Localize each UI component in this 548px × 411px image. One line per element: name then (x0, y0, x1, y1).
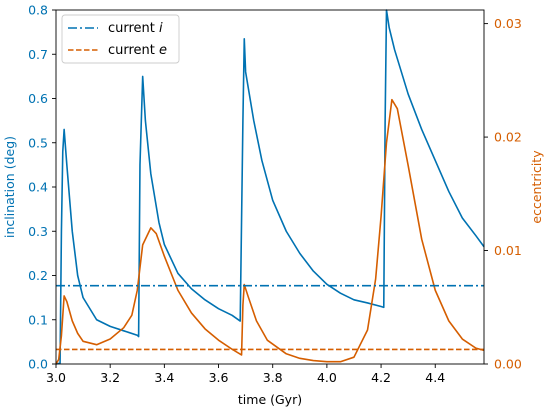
legend: current i current e (61, 14, 180, 64)
legend-box (61, 14, 180, 64)
left-y-tick-label: 0.4 (28, 180, 48, 195)
x-tick-label: 3.4 (154, 370, 174, 385)
series-inclination (55, 9, 485, 365)
legend-label-current-i-symbol: i (159, 21, 163, 36)
legend-label-current-i-text: current (108, 21, 159, 36)
right-y-tick-label: 0.02 (494, 130, 522, 145)
legend-label-current-e-text: current (108, 43, 159, 58)
series-eccentricity (55, 98, 485, 365)
legend-label-current-e-symbol: e (159, 43, 167, 58)
left-y-tick-label: 0.2 (28, 268, 48, 283)
series-layer (55, 9, 485, 365)
right-y-axis-label: eccentricity (529, 150, 544, 224)
left-y-tick-label: 0.7 (28, 47, 48, 62)
right-y-tick-label: 0.03 (494, 16, 522, 31)
left-y-tick-label: 0.8 (28, 3, 48, 18)
ticks-layer: 3.0 3.2 3.4 3.6 3.8 4.0 4.2 4.4 0.0 0.1 0.2 0.3 0.4 0… (28, 3, 522, 386)
x-tick-label: 4.4 (425, 370, 445, 385)
left-y-tick-label: 0.0 (28, 357, 48, 372)
x-tick-label: 4.2 (371, 370, 391, 385)
x-axis-label: time (Gyr) (238, 392, 302, 407)
right-y-tick-label: 0.01 (494, 243, 522, 258)
x-tick-label: 3.6 (209, 370, 229, 385)
x-tick-label: 3.2 (100, 370, 120, 385)
left-y-tick-label: 0.5 (28, 135, 48, 150)
x-tick-label: 3.8 (263, 370, 283, 385)
left-y-tick-label: 0.3 (28, 224, 48, 239)
legend-label-current-i: current i (108, 21, 163, 36)
left-y-axis-label: inclination (deg) (2, 136, 17, 238)
right-y-tick-label: 0.00 (494, 357, 522, 372)
x-tick-label: 4.0 (317, 370, 337, 385)
left-y-tick-label: 0.1 (28, 312, 48, 327)
legend-label-current-e: current e (108, 43, 167, 58)
left-y-tick-label: 0.6 (28, 91, 48, 106)
x-tick-label: 3.0 (46, 370, 66, 385)
